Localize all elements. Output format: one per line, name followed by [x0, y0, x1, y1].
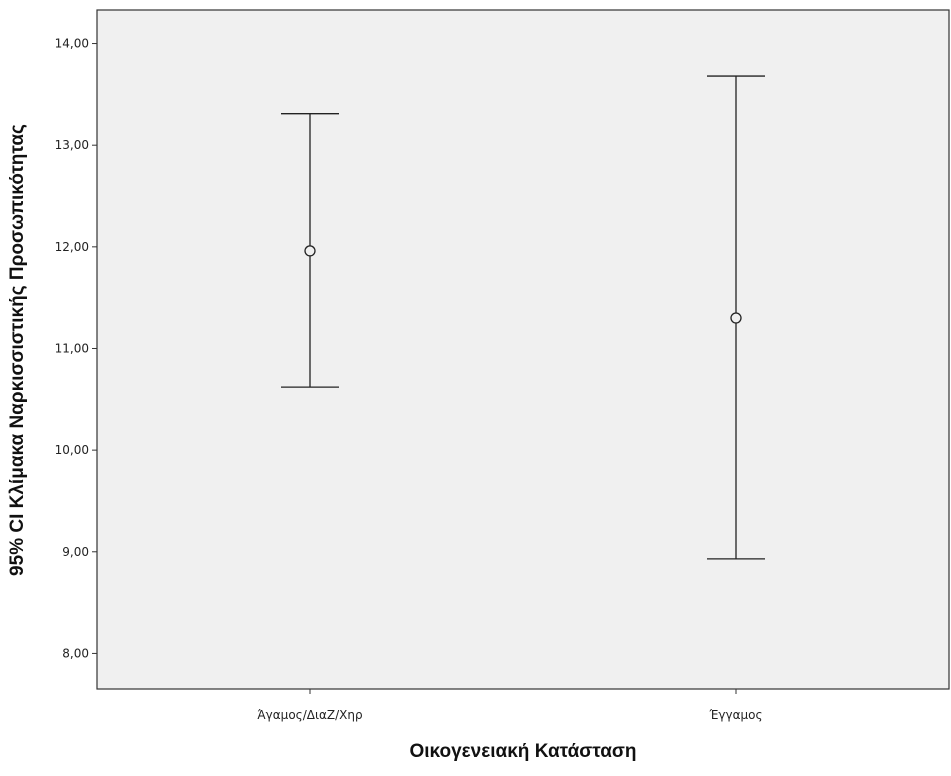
error-bars	[281, 75, 765, 560]
mean-marker	[730, 312, 742, 324]
x-tick-label: Άγαμος/ΔιαΖ/Χηρ	[257, 708, 362, 722]
x-axis-title: Οικογενειακή Κατάσταση	[409, 741, 636, 762]
y-axis: 8,00 9,00 10,00 11,00 12,00 13,00 14,00	[55, 37, 97, 660]
x-axis: Άγαμος/ΔιαΖ/Χηρ Έγγαμος	[257, 689, 763, 722]
mean-marker	[304, 245, 316, 257]
y-tick-label: 10,00	[55, 443, 89, 457]
y-axis-title: 95% CI Κλίμακα Ναρκισσιστικής Προσωπικότ…	[7, 124, 28, 576]
y-tick-label: 14,00	[55, 37, 89, 51]
y-tick-label: 13,00	[55, 138, 89, 152]
y-tick-label: 8,00	[62, 646, 89, 660]
y-tick-label: 12,00	[55, 240, 89, 254]
plot-area	[96, 9, 950, 690]
x-tick-label: Έγγαμος	[708, 708, 762, 722]
y-tick-label: 9,00	[62, 545, 89, 559]
y-tick-label: 11,00	[55, 341, 89, 355]
